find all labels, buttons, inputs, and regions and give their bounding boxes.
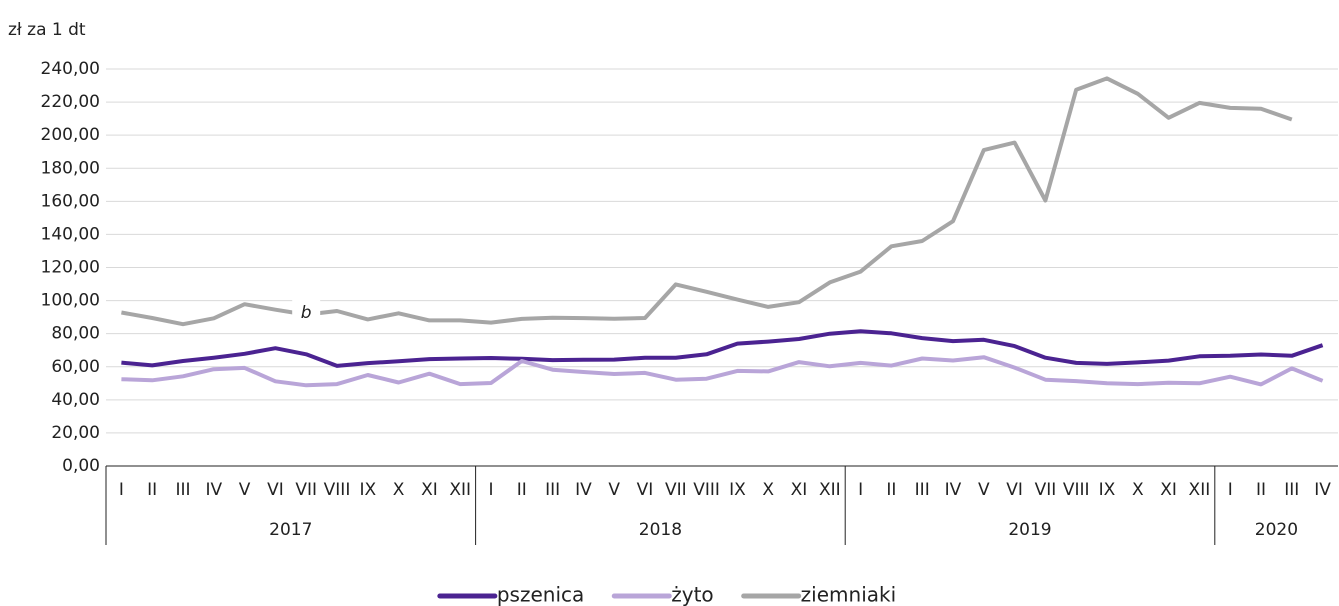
annotation-bg [292, 300, 321, 326]
x-tick-label: III [175, 480, 190, 500]
x-tick-label: XII [1189, 480, 1211, 500]
x-tick-label: V [978, 480, 990, 500]
x-tick-label: IV [945, 480, 962, 500]
x-tick-label: I [488, 480, 493, 500]
y-tick-label: 200,00 [41, 125, 100, 145]
x-tick-label: III [545, 480, 560, 500]
x-tick-label: IV [205, 480, 222, 500]
x-tick-label: VI [637, 480, 654, 500]
x-tick-label: I [1228, 480, 1233, 500]
y-tick-label: 60,00 [51, 357, 100, 377]
series-line [121, 329, 1324, 368]
x-tick-label: IX [359, 480, 376, 500]
x-tick-label: V [239, 480, 251, 500]
y-tick-label: 100,00 [41, 291, 100, 311]
y-tick-label: 0,00 [62, 456, 100, 476]
x-tick-label: I [858, 480, 863, 500]
x-tick-label: V [608, 480, 620, 500]
y-tick-label: 40,00 [51, 390, 100, 410]
x-tick-label: II [1256, 480, 1266, 500]
y-tick-label: 140,00 [41, 224, 100, 244]
x-tick-label: XII [819, 480, 841, 500]
legend-label: żyto [671, 583, 713, 606]
annotation: b [301, 303, 312, 323]
x-group-label: 2018 [639, 520, 682, 540]
x-tick-label: II [147, 480, 157, 500]
x-tick-label: X [393, 480, 405, 500]
x-tick-label: VIII [693, 480, 720, 500]
x-tick-label: II [886, 480, 896, 500]
series-line [121, 355, 1324, 388]
y-tick-label: 80,00 [51, 324, 100, 344]
x-tick-label: VIII [324, 480, 351, 500]
x-tick-label: IV [1314, 480, 1331, 500]
x-tick-label: III [915, 480, 930, 500]
x-tick-label: XI [791, 480, 808, 500]
x-tick-label: III [1284, 480, 1299, 500]
y-tick-label: 160,00 [41, 191, 100, 211]
x-tick-label: VII [295, 480, 317, 500]
x-tick-label: IV [575, 480, 592, 500]
x-group-label: 2017 [269, 520, 312, 540]
x-group-label: 2019 [1008, 520, 1051, 540]
x-tick-label: IX [1099, 480, 1116, 500]
x-tick-label: XI [1160, 480, 1177, 500]
x-tick-label: VIII [1063, 480, 1090, 500]
legend-label: ziemniaki [801, 583, 896, 606]
y-tick-label: 120,00 [41, 258, 100, 278]
x-tick-label: II [517, 480, 527, 500]
x-tick-label: VI [1006, 480, 1023, 500]
y-tick-label: 180,00 [41, 158, 100, 178]
x-tick-label: VI [267, 480, 284, 500]
x-tick-label: XII [449, 480, 471, 500]
y-tick-label: 220,00 [41, 92, 100, 112]
x-tick-label: X [762, 480, 774, 500]
x-tick-label: VII [665, 480, 687, 500]
x-tick-label: X [1132, 480, 1144, 500]
legend: pszenica żyto ziemniaki [437, 583, 896, 606]
y-tick-label: 20,00 [51, 423, 100, 443]
x-tick-label: I [119, 480, 124, 500]
legend-label: pszenica [497, 583, 584, 606]
x-tick-label: XI [421, 480, 438, 500]
x-tick-label: IX [729, 480, 746, 500]
x-group-label: 2020 [1255, 520, 1298, 540]
y-unit-label: zł za 1 dt [8, 20, 86, 40]
x-tick-label: VII [1035, 480, 1057, 500]
y-tick-label: 240,00 [41, 59, 100, 79]
